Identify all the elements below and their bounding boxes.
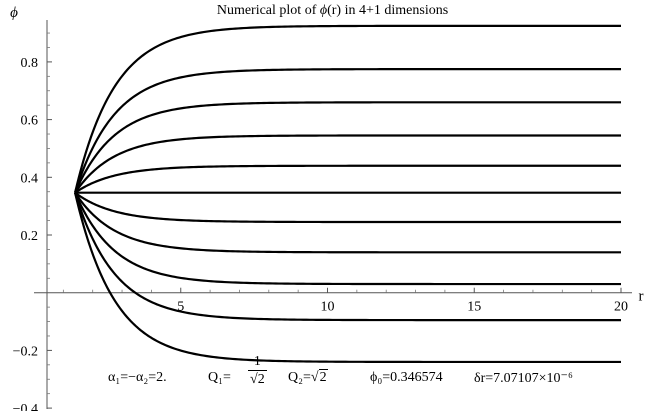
y-tick-label: 0.8 [21,56,39,71]
y-tick-label: −0.4 [13,402,38,411]
curve-10 [74,192,621,322]
axes: 5 10 15 20 −0.4 −0.2 0.2 0.4 0.6 0.8 r ϕ [10,5,643,411]
x-tick-label: 15 [467,300,481,315]
q1-fraction: 1 √2 [248,354,267,389]
delta-r-label: δr=7.07107×10⁻⁶ [474,371,573,386]
q2-value: 2 [318,369,328,385]
curve-2 [74,68,621,194]
q2-label: Q₂=√2 [288,369,328,385]
curves [74,24,621,364]
phi0-label: ϕ₀=0.346574 [370,370,443,385]
x-tick-label: 20 [614,300,628,315]
q1-numerator: 1 [253,354,261,369]
x-axis-label: r [639,289,644,305]
curve-9 [74,192,621,286]
y-tick-label: 0.6 [21,114,39,129]
curve-5 [74,164,621,194]
y-axis-label: ϕ [10,5,18,21]
y-tick-label: 0.2 [21,229,39,244]
q1-denominator: √2 [248,370,267,387]
curve-3 [74,101,621,194]
x-tick-label: 5 [177,300,184,315]
y-tick-label: −0.2 [13,344,38,359]
curve-11 [74,192,621,364]
alpha-label: α₁=−α₂=2. [108,370,167,385]
curve-4 [74,134,621,194]
chart-title: Numerical plot of ϕ(r) in 4+1 dimensions [216,3,449,18]
x-tick-label: 10 [321,300,335,315]
curve-8 [74,192,621,254]
q1-label: Q₁= [208,370,231,385]
parameters-annotation: α₁=−α₂=2. Q₁= 1 √2 Q₂=√2 ϕ₀=0.346574 δr=… [108,354,628,404]
y-tick-label: 0.4 [21,171,39,186]
curve-1 [74,24,621,193]
curve-7 [74,191,621,224]
